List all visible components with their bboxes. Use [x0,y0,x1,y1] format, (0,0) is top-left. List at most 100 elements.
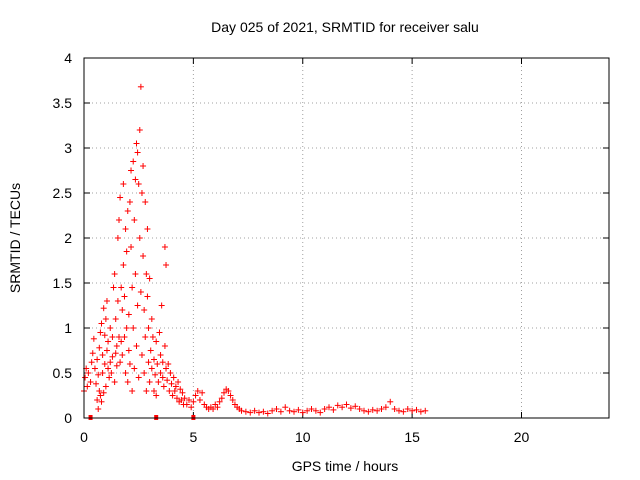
data-point [159,374,166,381]
data-point [126,199,133,205]
data-point [129,284,136,291]
data-point [82,374,89,381]
data-point [148,316,155,322]
data-point [125,347,132,354]
data-point [140,163,147,169]
data-point [128,167,135,174]
data-point [404,406,411,412]
x-tick-label: 5 [189,429,197,445]
data-point [132,176,139,183]
data-point [282,404,289,411]
data-point [105,365,112,372]
data-point [196,397,203,403]
data-point [90,335,97,342]
data-point [87,379,94,385]
data-point [326,404,332,411]
data-point [119,352,126,358]
data-point [96,344,103,351]
data-point [107,359,114,366]
data-point [221,389,227,396]
data-point [159,359,166,366]
data-point [214,404,221,411]
data-point [321,406,328,412]
data-point [106,374,113,381]
data-point [343,401,350,408]
data-point [173,395,180,402]
data-point [89,350,96,357]
data-point [369,406,376,413]
y-tick-label: 2 [64,230,72,246]
data-point [145,325,152,331]
data-point [151,388,157,394]
data-point [175,379,182,385]
data-point [129,388,136,394]
data-point [295,406,302,413]
data-point [126,361,133,367]
data-point [98,398,105,405]
data-point [273,406,280,412]
data-point [130,325,137,331]
y-tick-label: 0.5 [53,365,73,381]
data-point [100,389,107,396]
data-point [145,359,152,366]
data-point [121,293,128,300]
data-point [116,217,122,223]
data-point [100,305,107,312]
y-tick-label: 1.5 [53,275,73,291]
data-point [317,409,324,416]
y-tick-label: 2.5 [53,185,73,201]
data-point [167,370,174,376]
data-point [135,181,142,187]
grid-lines [84,58,609,418]
data-point [161,244,168,250]
data-point [361,407,367,414]
data-point [158,302,165,309]
data-point [168,380,175,387]
data-point [93,380,100,387]
data-point [131,217,138,223]
data-point [120,181,127,187]
data-point [123,248,130,255]
data-point [137,83,144,90]
data-point [138,352,145,358]
data-point [169,392,176,399]
data-point [183,401,190,408]
data-point [178,397,185,403]
data-point [400,408,407,415]
data-point [135,374,142,381]
y-tick-label: 3.5 [53,95,73,111]
data-point [130,158,137,165]
data-point [156,329,163,336]
data-point [117,194,124,201]
data-point [413,406,420,413]
data-point [119,307,126,313]
data-point [102,383,109,390]
data-point [154,361,161,367]
data-point [99,370,106,376]
data-point [111,271,118,277]
data-point [417,408,424,415]
data-point [242,408,249,415]
data-point [134,149,141,156]
data-point [109,353,116,360]
data-point [124,379,131,385]
plot-frame [83,57,610,419]
data-point [109,334,116,340]
data-point [122,370,129,376]
data-point [347,405,354,412]
data-point [96,388,103,394]
data-point [229,397,236,403]
data-point [114,298,121,304]
data-point [101,332,108,339]
data-point [116,334,122,340]
data-point [186,397,192,403]
data-point [141,307,148,313]
data-point [291,408,297,415]
data-point [94,397,101,403]
data-point [227,392,234,399]
data-point [113,343,120,349]
data-point [190,398,197,405]
data-point [225,388,232,394]
data-point [365,408,372,415]
